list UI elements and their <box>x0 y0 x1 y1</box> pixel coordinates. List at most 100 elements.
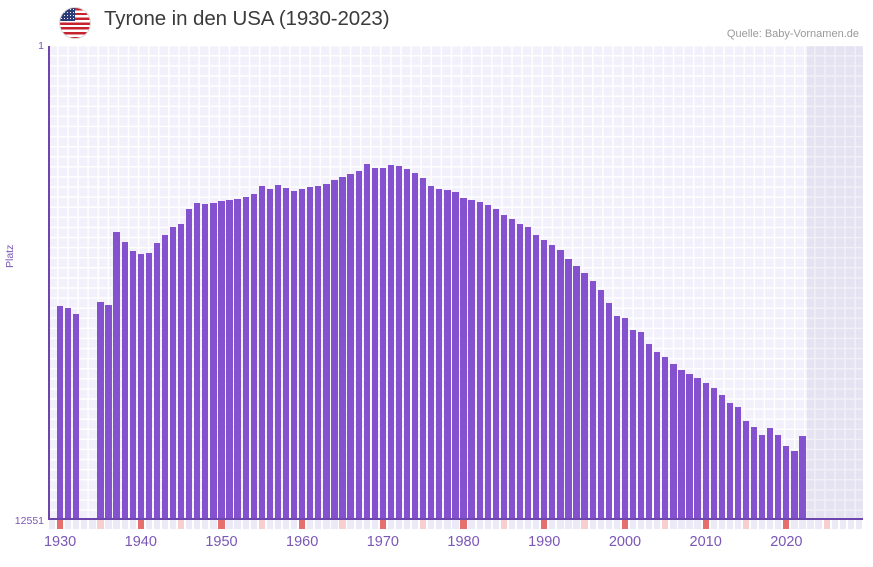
x-tick-minor <box>274 520 282 529</box>
bar <box>290 191 298 520</box>
x-axis-tick-label: 1970 <box>366 534 400 550</box>
x-tick-minor <box>202 520 209 529</box>
bar <box>153 243 161 520</box>
bar <box>662 357 669 520</box>
x-tick-minor <box>113 520 120 529</box>
x-axis-tick-label: 2020 <box>770 534 803 550</box>
x-tick-minor <box>484 520 491 529</box>
bar <box>137 254 144 520</box>
x-tick-minor <box>758 520 766 529</box>
bar <box>492 209 499 520</box>
x-tick-minor <box>476 520 483 529</box>
bar <box>613 316 621 520</box>
x-tick-minor <box>807 520 814 529</box>
bar <box>218 201 225 520</box>
x-tick-minor <box>226 520 233 529</box>
bar <box>783 446 790 520</box>
x-tick-minor <box>436 520 443 529</box>
x-tick-minor <box>121 520 128 529</box>
x-tick-minor <box>153 520 161 529</box>
x-tick-minor <box>428 520 435 529</box>
bar <box>500 215 508 520</box>
x-tick-minor <box>565 520 572 529</box>
x-tick-minor <box>97 520 104 529</box>
x-tick-minor <box>242 520 249 529</box>
x-tick-minor <box>73 520 80 529</box>
x-axis-tick-label: 1980 <box>447 534 480 550</box>
chart-header: Tyrone in den USA (1930-2023) Quelle: Ba… <box>0 0 873 46</box>
x-tick-minor <box>420 520 427 529</box>
x-tick-minor <box>145 520 152 529</box>
x-tick-minor <box>194 520 201 529</box>
x-tick-minor <box>105 520 112 529</box>
x-tick-minor <box>266 520 274 529</box>
bar <box>718 395 725 520</box>
bar <box>799 436 806 520</box>
x-tick-minor <box>492 520 499 529</box>
x-tick-minor <box>734 520 742 529</box>
bar <box>686 374 693 520</box>
x-axis-tick-label: 1960 <box>286 534 319 550</box>
x-tick-minor <box>597 520 604 529</box>
bar <box>266 189 274 520</box>
x-tick-minor <box>161 520 169 529</box>
x-tick-minor <box>855 520 863 529</box>
bar-series <box>48 46 863 520</box>
x-axis-tick-label: 1930 <box>43 534 77 550</box>
x-tick-minor <box>791 520 798 529</box>
bar <box>565 259 572 520</box>
x-tick-minor <box>347 520 354 529</box>
x-axis-tick-label: 2000 <box>608 534 642 550</box>
bar <box>242 197 249 520</box>
x-tick-minor <box>169 520 177 529</box>
bar <box>250 194 257 520</box>
flag-canton <box>60 8 75 21</box>
y-axis-gutter: 1 12551 Platz <box>0 0 48 567</box>
y-axis-top-label: 1 <box>38 40 44 52</box>
bar <box>339 177 346 520</box>
x-tick-minor <box>654 520 661 529</box>
x-tick-major <box>783 520 790 529</box>
x-tick-major <box>460 520 467 529</box>
bar <box>524 227 532 520</box>
bar <box>210 203 217 520</box>
x-tick-minor <box>452 520 459 529</box>
us-flag-icon <box>59 7 91 39</box>
bar <box>694 378 701 520</box>
x-tick-major <box>218 520 225 529</box>
x-tick-minor <box>468 520 475 529</box>
x-tick-major <box>299 520 306 529</box>
x-tick-minor <box>250 520 257 529</box>
bar <box>161 235 169 520</box>
bar <box>315 186 322 520</box>
x-tick-minor <box>750 520 758 529</box>
x-tick-minor <box>129 520 136 529</box>
bar <box>307 187 314 520</box>
bar <box>121 242 128 520</box>
bar <box>460 198 467 520</box>
x-tick-minor <box>637 520 645 529</box>
bar <box>97 302 104 520</box>
x-tick-minor <box>355 520 362 529</box>
x-tick-minor <box>290 520 298 529</box>
source-attribution: Quelle: Baby-Vornamen.de <box>726 28 859 40</box>
bar <box>629 330 637 520</box>
x-tick-minor <box>387 520 395 529</box>
bar <box>670 364 677 520</box>
bar <box>258 186 265 520</box>
y-axis-bottom-label: 12551 <box>14 515 44 527</box>
x-tick-minor <box>670 520 677 529</box>
bar <box>573 266 580 520</box>
bar <box>194 203 201 520</box>
bar <box>347 174 354 520</box>
x-tick-minor <box>629 520 637 529</box>
bar <box>621 318 629 520</box>
bar <box>73 314 80 520</box>
bar <box>758 435 766 520</box>
x-tick-minor <box>823 520 830 529</box>
bar <box>436 189 443 520</box>
y-axis-title: Platz <box>4 244 16 268</box>
x-tick-minor <box>186 520 193 529</box>
bar <box>428 186 435 520</box>
x-tick-minor <box>767 520 774 529</box>
